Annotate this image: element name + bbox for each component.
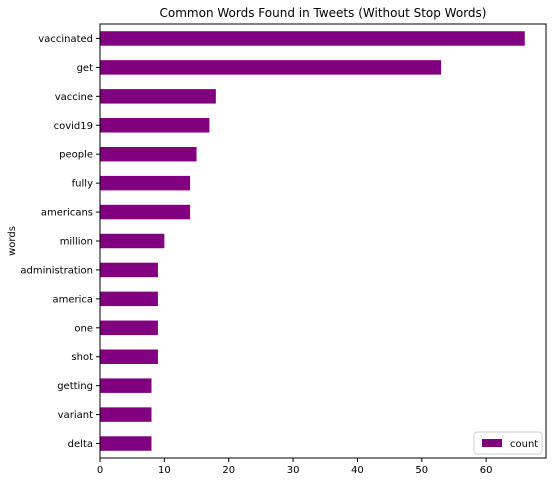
- legend-swatch: [482, 439, 502, 447]
- bar-million: [100, 233, 165, 249]
- y-tick-label: vaccine: [55, 92, 93, 103]
- x-tick-label: 20: [222, 465, 235, 476]
- bar-shot: [100, 349, 158, 364]
- bar-covid19: [100, 118, 210, 133]
- bar-americans: [100, 204, 191, 220]
- plot-area: vaccinated get vaccine covid19 people fully am…: [20, 31, 525, 476]
- plot-frame: [99, 23, 547, 459]
- y-tick-label: delta: [68, 439, 93, 450]
- y-tick-label: getting: [57, 381, 93, 392]
- y-tick-label: shot: [71, 352, 93, 363]
- y-tick-label: people: [59, 150, 93, 161]
- y-axis-label: words: [7, 226, 18, 256]
- y-tick-label: americans: [41, 208, 93, 219]
- x-tick-label: 0: [97, 465, 103, 476]
- y-tick-label: covid19: [54, 121, 93, 132]
- y-tick-label: variant: [58, 410, 93, 421]
- bar-delta: [100, 436, 152, 451]
- bar-vaccine: [100, 89, 216, 104]
- bar-get: [100, 60, 442, 75]
- x-tick-label: 40: [351, 465, 364, 476]
- bar-vaccinated: [100, 31, 525, 46]
- x-tick-label: 30: [287, 465, 300, 476]
- chart-title: Common Words Found in Tweets (Without St…: [160, 6, 487, 20]
- x-tick-label: 50: [415, 465, 428, 476]
- y-tick-label: million: [60, 237, 93, 248]
- legend-label: count: [510, 439, 538, 450]
- x-tick-label: 60: [480, 465, 493, 476]
- x-tick-label: 10: [158, 465, 171, 476]
- bar-fully: [100, 175, 191, 191]
- legend: count: [473, 431, 543, 455]
- y-tick-label: administration: [20, 265, 93, 276]
- bar-one: [100, 320, 158, 336]
- legend-frame: [473, 431, 543, 455]
- y-tick-label: get: [77, 63, 94, 74]
- bar-variant: [100, 407, 152, 422]
- bar-america: [100, 291, 158, 307]
- y-tick-label: america: [52, 294, 93, 305]
- y-tick-label: fully: [72, 179, 93, 190]
- y-tick-label: vaccinated: [38, 34, 93, 45]
- bar-getting: [100, 378, 152, 393]
- bar-administration: [100, 262, 158, 278]
- bar-people: [100, 146, 197, 162]
- y-tick-label: one: [74, 323, 93, 334]
